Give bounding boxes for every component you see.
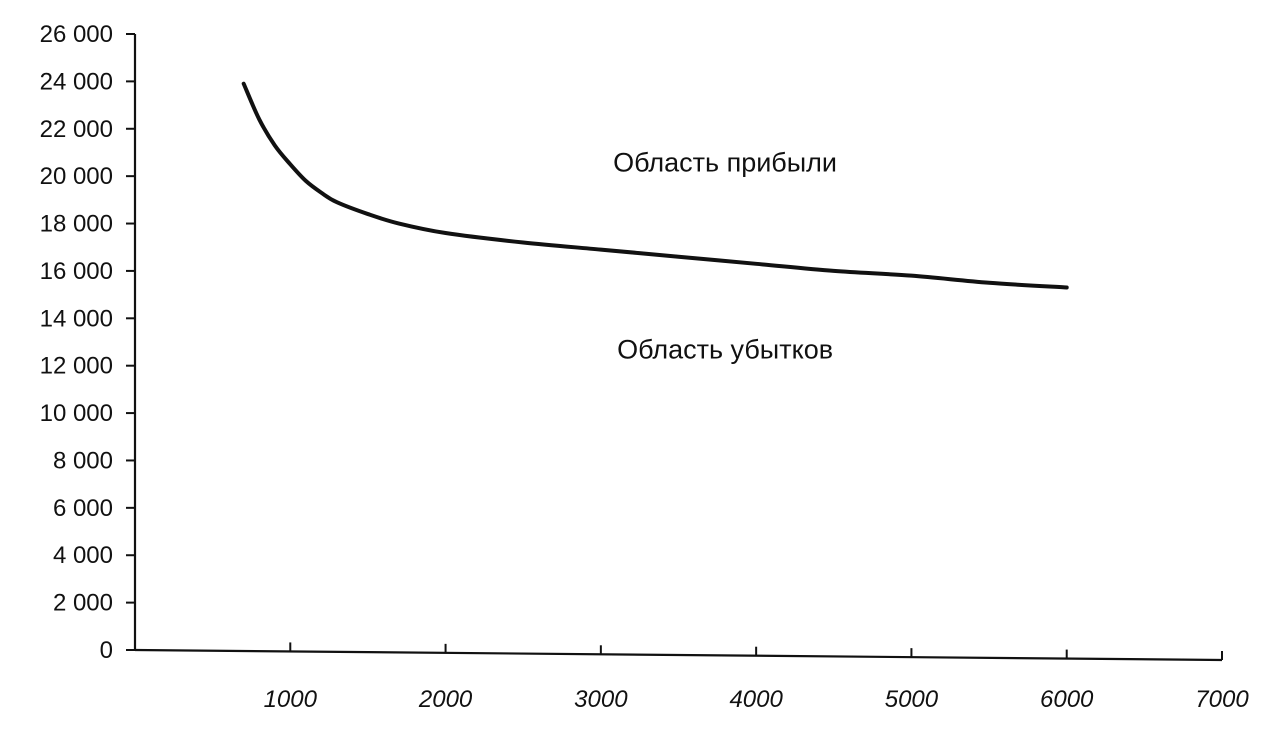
region-annotation: Область прибыли: [613, 147, 837, 177]
series-line: [241, 81, 1069, 290]
y-tick-label: 22 000: [40, 116, 113, 143]
y-tick-label: 8 000: [53, 447, 113, 474]
x-tick-label: 7000: [1195, 686, 1249, 713]
region-annotation: Область убытков: [617, 335, 833, 365]
series-group: [241, 81, 1069, 290]
y-axis: 0 2 000 4 000 6 000 8 000 10 000 12 000 14 000 1…: [40, 21, 137, 664]
y-tick-label: 6 000: [53, 495, 113, 522]
y-tick-label: 10 000: [40, 400, 113, 427]
y-tick-label: 20 000: [40, 163, 113, 190]
x-tick-label: 5000: [885, 686, 939, 713]
x-tick-label: 1000: [264, 686, 318, 713]
y-tick-label: 4 000: [53, 542, 113, 569]
y-tick-label: 26 000: [40, 21, 113, 48]
x-tick-label: 2000: [418, 686, 473, 713]
y-tick-label: 12 000: [40, 353, 113, 380]
x-axis-line: [134, 648, 1223, 662]
y-tick-label: 14 000: [40, 305, 113, 332]
y-tick-label: 18 000: [40, 211, 113, 238]
y-tick-label: 0: [100, 637, 113, 664]
annotations-group: Область прибыли Область убытков: [613, 147, 837, 364]
x-tick-label: 6000: [1040, 686, 1094, 713]
x-tick-label: 4000: [729, 686, 783, 713]
y-tick-label: 24 000: [40, 68, 113, 95]
y-tick-label: 2 000: [53, 590, 113, 617]
x-axis: 1000 2000 3000 4000 5000 6000 7000: [134, 642, 1249, 713]
y-tick-label: 16 000: [40, 258, 113, 285]
x-tick-label: 3000: [574, 686, 628, 713]
